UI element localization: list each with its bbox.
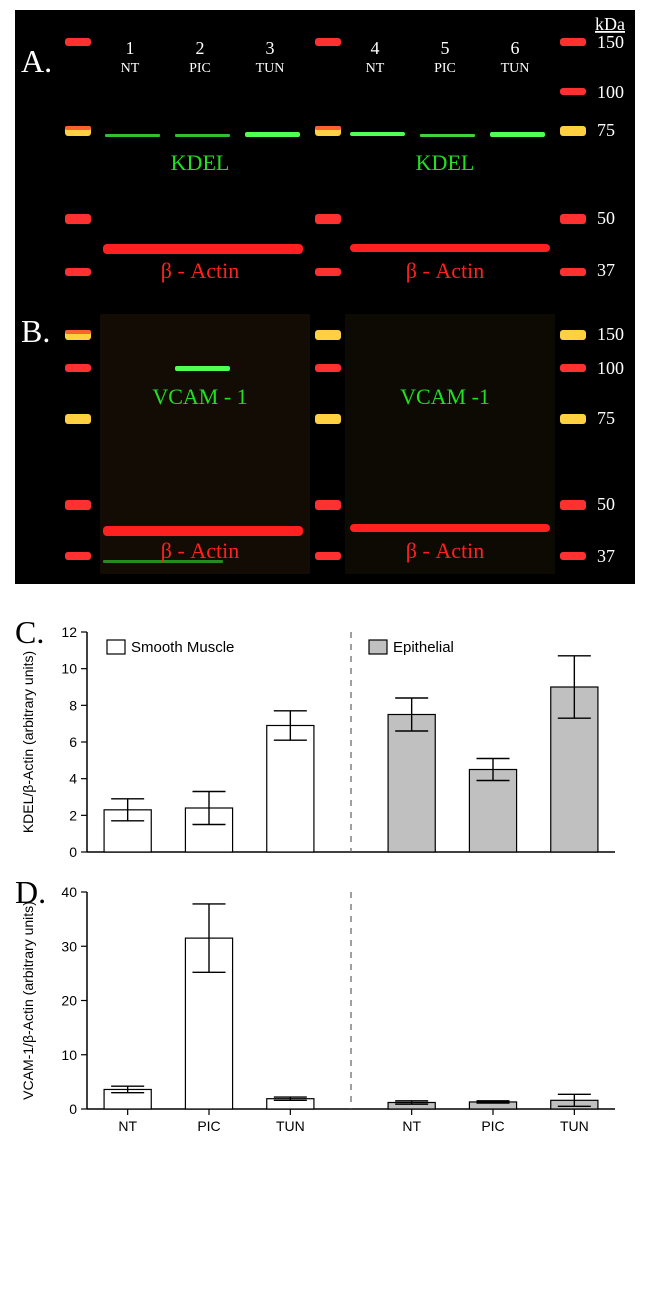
bar bbox=[388, 715, 435, 853]
svg-text:10: 10 bbox=[61, 1047, 77, 1063]
svg-text:Epithelial: Epithelial bbox=[393, 639, 454, 656]
svg-text:TUN: TUN bbox=[276, 1118, 305, 1134]
svg-text:150: 150 bbox=[597, 32, 624, 52]
chart-c-svg: 0 2 4 6 8 10 12 KDEL/β-Actin (arbitrary units) S… bbox=[15, 614, 635, 864]
svg-text:2: 2 bbox=[69, 807, 77, 823]
svg-text:0: 0 bbox=[69, 844, 77, 860]
figure: A. Smooth Muscle Epithelial kDa 1 NT 2 P… bbox=[0, 10, 650, 1144]
svg-text:4: 4 bbox=[371, 38, 380, 58]
chart-d-wrap: D. 0 10 20 30 40 VCAM-1/β-Actin (arbitrary un… bbox=[15, 874, 635, 1144]
svg-text:12: 12 bbox=[61, 624, 77, 640]
actin-label-b-left: β - Actin bbox=[161, 538, 239, 563]
actin-label-a-right: β - Actin bbox=[406, 258, 484, 283]
vcam-label-left: VCAM - 1 bbox=[152, 384, 247, 409]
svg-text:8: 8 bbox=[69, 697, 77, 713]
kdel-label-right: KDEL bbox=[416, 150, 475, 175]
svg-text:6: 6 bbox=[69, 734, 77, 750]
bar bbox=[469, 770, 516, 853]
svg-text:NT: NT bbox=[118, 1118, 137, 1134]
svg-text:4: 4 bbox=[69, 771, 77, 787]
svg-text:PIC: PIC bbox=[189, 61, 211, 76]
actin-label-a-left: β - Actin bbox=[161, 258, 239, 283]
vcam-band bbox=[175, 366, 230, 371]
svg-text:Smooth Muscle: Smooth Muscle bbox=[131, 639, 234, 656]
svg-text:NT: NT bbox=[366, 61, 385, 76]
svg-text:1: 1 bbox=[126, 38, 135, 58]
kda-heading: kDa bbox=[595, 14, 625, 34]
chart-c-letter: C. bbox=[15, 614, 44, 651]
svg-text:NT: NT bbox=[402, 1118, 421, 1134]
svg-text:PIC: PIC bbox=[197, 1118, 220, 1134]
header-smooth-muscle: Smooth Muscle bbox=[127, 13, 253, 35]
chart-c-wrap: C. 0 2 4 6 8 10 12 KDEL/β-Actin (arbitrary unit… bbox=[15, 614, 635, 864]
panel-a-letter: A. bbox=[21, 43, 52, 79]
svg-text:20: 20 bbox=[61, 993, 77, 1009]
svg-text:NT: NT bbox=[121, 61, 140, 76]
svg-text:50: 50 bbox=[597, 208, 615, 228]
svg-text:10: 10 bbox=[61, 661, 77, 677]
panel-a-blot: A. Smooth Muscle Epithelial kDa 1 NT 2 P… bbox=[15, 10, 635, 300]
svg-text:100: 100 bbox=[597, 82, 624, 102]
header-epithelial: Epithelial bbox=[396, 13, 474, 35]
panel-b-blot: B. bbox=[15, 304, 635, 584]
panel-b-letter: B. bbox=[21, 313, 50, 349]
svg-text:75: 75 bbox=[597, 408, 615, 428]
svg-text:37: 37 bbox=[597, 260, 615, 280]
panel-a-wrap: A. Smooth Muscle Epithelial kDa 1 NT 2 P… bbox=[15, 10, 635, 300]
svg-text:PIC: PIC bbox=[481, 1118, 504, 1134]
panel-a-svg: A. Smooth Muscle Epithelial kDa 1 NT 2 P… bbox=[15, 10, 635, 300]
svg-text:6: 6 bbox=[511, 38, 520, 58]
svg-text:PIC: PIC bbox=[434, 61, 456, 76]
chart-d-letter: D. bbox=[15, 874, 46, 911]
svg-text:TUN: TUN bbox=[256, 61, 285, 76]
svg-text:TUN: TUN bbox=[501, 61, 530, 76]
svg-text:100: 100 bbox=[597, 358, 624, 378]
svg-text:5: 5 bbox=[441, 38, 450, 58]
bar bbox=[267, 726, 314, 853]
svg-text:KDEL/β-Actin (arbitrary units): KDEL/β-Actin (arbitrary units) bbox=[20, 651, 36, 833]
actin-label-b-right: β - Actin bbox=[406, 538, 484, 563]
panel-b-svg: B. bbox=[15, 304, 635, 584]
svg-text:30: 30 bbox=[61, 938, 77, 954]
chart-d-svg: 0 10 20 30 40 VCAM-1/β-Actin (arbitrary units… bbox=[15, 874, 635, 1144]
svg-text:150: 150 bbox=[597, 324, 624, 344]
svg-text:50: 50 bbox=[597, 494, 615, 514]
svg-text:0: 0 bbox=[69, 1101, 77, 1117]
svg-text:75: 75 bbox=[597, 120, 615, 140]
svg-text:TUN: TUN bbox=[560, 1118, 589, 1134]
svg-text:3: 3 bbox=[266, 38, 275, 58]
svg-text:2: 2 bbox=[196, 38, 205, 58]
vcam-label-right: VCAM -1 bbox=[400, 384, 490, 409]
svg-text:40: 40 bbox=[61, 884, 77, 900]
panel-b-wrap: B. bbox=[15, 304, 635, 584]
svg-text:37: 37 bbox=[597, 546, 615, 566]
kdel-label-left: KDEL bbox=[171, 150, 230, 175]
svg-text:VCAM-1/β-Actin (arbitrary unit: VCAM-1/β-Actin (arbitrary units) bbox=[20, 901, 36, 1100]
